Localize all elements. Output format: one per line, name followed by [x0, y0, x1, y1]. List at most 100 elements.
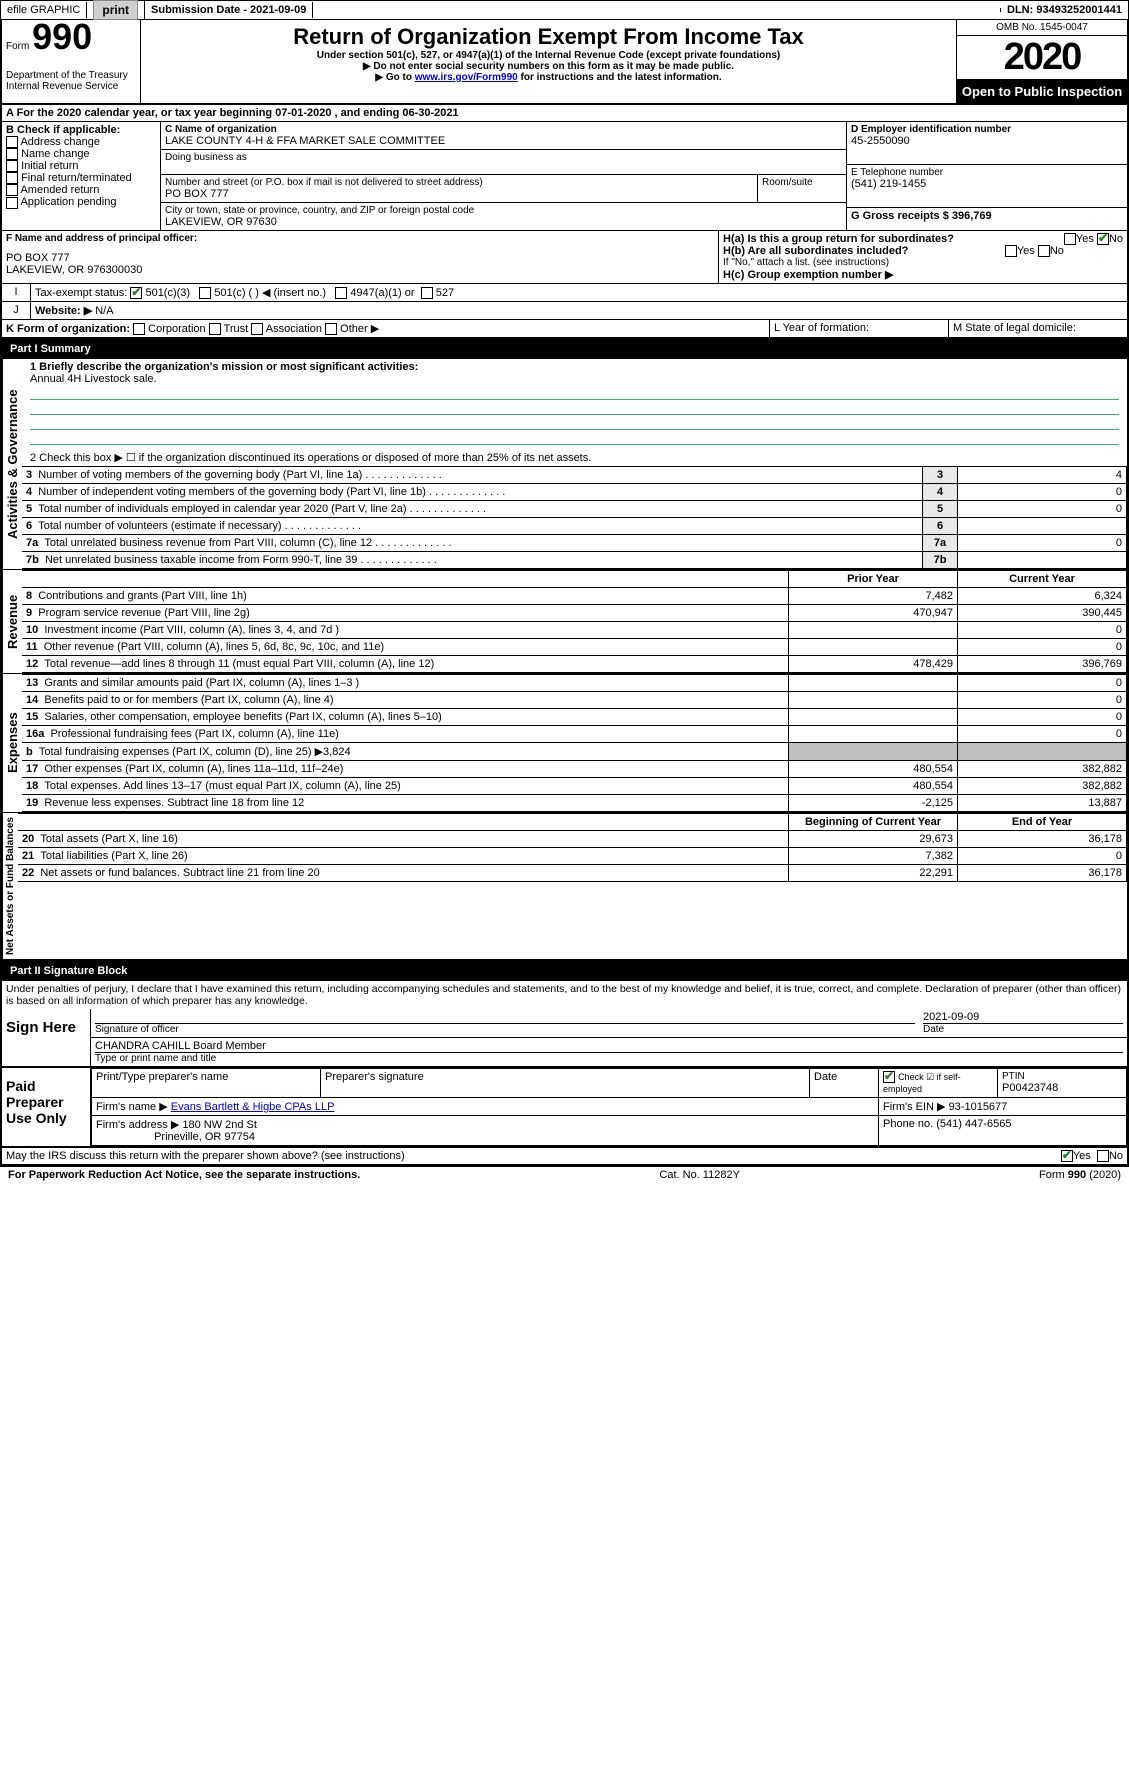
footer-left: For Paperwork Reduction Act Notice, see …	[8, 1169, 360, 1181]
ptin: P00423748	[1002, 1082, 1122, 1094]
net-table: Beginning of Current Year End of Year 20…	[18, 813, 1127, 882]
vert-expenses: Expenses	[2, 674, 22, 812]
rev-table: Prior Year Current Year 8 Contributions …	[22, 570, 1127, 673]
room-label: Room/suite	[757, 175, 846, 202]
b-label: B Check if applicable:	[6, 124, 156, 136]
check-final[interactable]	[6, 172, 18, 184]
form-subtitle: Under section 501(c), 527, or 4947(a)(1)…	[145, 50, 952, 61]
discuss-yes[interactable]	[1061, 1150, 1073, 1162]
firm-addr2: Prineville, OR 97754	[154, 1131, 255, 1143]
declaration: Under penalties of perjury, I declare th…	[0, 981, 1129, 1009]
hc-label: H(c) Group exemption number ▶	[723, 268, 1123, 281]
irs-label: Internal Revenue Service	[6, 81, 136, 92]
phone-lbl: Phone no.	[883, 1118, 933, 1130]
footer-mid: Cat. No. 11282Y	[659, 1169, 740, 1181]
ein: 45-2550090	[851, 135, 1123, 147]
check-527[interactable]	[421, 287, 433, 299]
city-label: City or town, state or province, country…	[165, 205, 842, 216]
check-amended[interactable]	[6, 184, 18, 196]
name-title-lbl: Type or print name and title	[95, 1052, 1123, 1064]
website-val: N/A	[95, 305, 113, 317]
line-a: A For the 2020 calendar year, or tax yea…	[2, 105, 463, 121]
check-pending[interactable]	[6, 197, 18, 209]
part1-header: Part I Summary	[0, 339, 1129, 359]
hb-yes[interactable]	[1005, 245, 1017, 257]
firm-name[interactable]: Evans Bartlett & Higbe CPAs LLP	[171, 1101, 335, 1113]
sig-date: 2021-09-09	[923, 1011, 1123, 1023]
firm-name-lbl: Firm's name ▶	[96, 1101, 168, 1113]
prep-date-lbl: Date	[810, 1069, 879, 1098]
h-note: If "No," attach a list. (see instruction…	[723, 257, 1123, 268]
vert-revenue: Revenue	[2, 570, 22, 673]
ha-label: H(a) Is this a group return for subordin…	[723, 233, 954, 245]
check-4947[interactable]	[335, 287, 347, 299]
c-label: C Name of organization	[165, 124, 842, 135]
i-label: Tax-exempt status:	[35, 287, 127, 299]
dba-label: Doing business as	[165, 152, 842, 163]
sign-here: Sign Here	[2, 1009, 91, 1066]
k-assoc[interactable]	[251, 323, 263, 335]
org-name: LAKE COUNTY 4-H & FFA MARKET SALE COMMIT…	[165, 135, 842, 147]
top-bar: efile GRAPHIC print Submission Date - 20…	[0, 0, 1129, 20]
k-other[interactable]	[325, 323, 337, 335]
hb-no[interactable]	[1038, 245, 1050, 257]
check-501c3[interactable]	[130, 287, 142, 299]
ptin-lbl: PTIN	[1002, 1071, 1122, 1082]
k-label: K Form of organization:	[6, 323, 130, 335]
q2: 2 Check this box ▶ ☐ if the organization…	[22, 449, 1127, 466]
gov-table: 3 Number of voting members of the govern…	[22, 466, 1127, 569]
check-initial[interactable]	[6, 160, 18, 172]
hb-label: H(b) Are all subordinates included?	[723, 245, 908, 257]
k-corp[interactable]	[133, 323, 145, 335]
form-title: Return of Organization Exempt From Incom…	[145, 24, 952, 50]
print-button[interactable]: print	[93, 0, 138, 20]
omb-no: OMB No. 1545-0047	[957, 20, 1127, 36]
prep-sig-lbl: Preparer's signature	[321, 1069, 810, 1098]
check-501c[interactable]	[199, 287, 211, 299]
part2-header: Part II Signature Block	[0, 961, 1129, 981]
tax-year: 2020	[957, 36, 1127, 80]
e-label: E Telephone number	[851, 167, 1123, 178]
k-trust[interactable]	[209, 323, 221, 335]
paid-preparer: Paid Preparer Use Only	[2, 1068, 91, 1146]
j-label: Website: ▶	[35, 305, 92, 317]
ha-yes[interactable]	[1064, 233, 1076, 245]
l-label: L Year of formation:	[769, 320, 949, 337]
f-addr1: PO BOX 777	[6, 252, 714, 264]
col-end: End of Year	[958, 814, 1127, 831]
name-title: CHANDRA CAHILL Board Member	[95, 1040, 1123, 1052]
ha-no[interactable]	[1097, 233, 1109, 245]
vert-net: Net Assets or Fund Balances	[2, 813, 18, 959]
firm-ein-lbl: Firm's EIN ▶	[883, 1101, 946, 1113]
firm-addr-lbl: Firm's address ▶	[96, 1119, 179, 1131]
check-name[interactable]	[6, 148, 18, 160]
m-label: M State of legal domicile:	[949, 320, 1127, 337]
dept-treasury: Department of the Treasury	[6, 70, 136, 81]
f-addr2: LAKEVIEW, OR 976300030	[6, 264, 714, 276]
prep-name-lbl: Print/Type preparer's name	[92, 1069, 321, 1098]
check-address[interactable]	[6, 136, 18, 148]
col-prior: Prior Year	[789, 571, 958, 588]
date-lbl: Date	[923, 1023, 1123, 1035]
open-public: Open to Public Inspection	[957, 80, 1127, 103]
exp-table: 13 Grants and similar amounts paid (Part…	[22, 674, 1127, 812]
form-header: Form 990 Department of the Treasury Inte…	[0, 20, 1129, 105]
g-label: G Gross receipts $ 396,769	[851, 210, 1123, 222]
self-emp-check[interactable]	[883, 1071, 895, 1083]
d-label: D Employer identification number	[851, 124, 1123, 135]
dln: DLN: 93493252001441	[1001, 2, 1128, 18]
sig-officer-lbl: Signature of officer	[95, 1023, 915, 1035]
q1: 1 Briefly describe the organization's mi…	[30, 361, 1119, 373]
phone: (541) 219-1455	[851, 178, 1123, 190]
entity-block: B Check if applicable: Address change Na…	[0, 122, 1129, 231]
discuss: May the IRS discuss this return with the…	[6, 1150, 1061, 1162]
form-number: 990	[32, 16, 92, 57]
col-begin: Beginning of Current Year	[789, 814, 958, 831]
note2-pre: ▶ Go to	[375, 72, 414, 83]
f-label: F Name and address of principal officer:	[6, 233, 714, 244]
discuss-no[interactable]	[1097, 1150, 1109, 1162]
q1-val: Annual 4H Livestock sale.	[30, 373, 1119, 385]
note2-link[interactable]: www.irs.gov/Form990	[415, 72, 518, 83]
prep-phone: (541) 447-6565	[936, 1118, 1011, 1130]
addr: PO BOX 777	[165, 188, 753, 200]
